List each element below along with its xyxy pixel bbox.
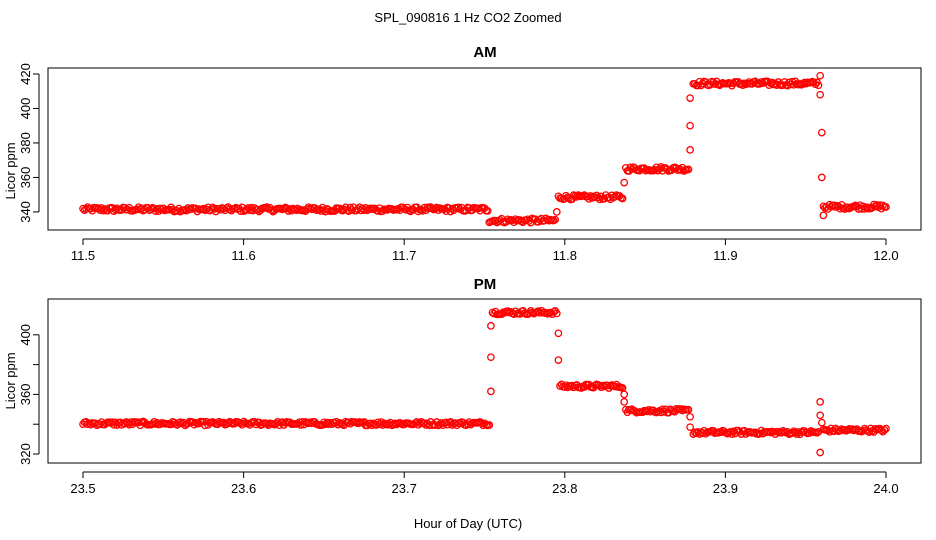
figure-title: SPL_090816 1 Hz CO2 Zoomed: [374, 10, 561, 25]
pm-x-tick-label: 23.7: [392, 481, 417, 496]
pm-data-point: [817, 418, 826, 427]
pm-panel: PM Licor ppm 23.5 23.6 23.7 23.8 23.9 24.0 320…: [3, 276, 922, 496]
pm-data-point: [552, 309, 561, 318]
pm-data-point: [686, 412, 694, 421]
am-panel: AM Licor ppm 11.5 11.6 11.7 11.8 11.9 12.0 340…: [3, 44, 922, 263]
am-y-tick-label: 420: [18, 63, 33, 85]
am-data-point: [618, 194, 627, 203]
am-data-point: [99, 206, 107, 215]
pm-data-point: [487, 353, 495, 362]
pm-data-point: [816, 411, 825, 420]
am-data-point: [819, 211, 828, 220]
pm-data-point: [686, 423, 694, 432]
pm-y-tick-label: 320: [18, 443, 33, 465]
pm-x-tick-label: 23.6: [231, 481, 256, 496]
am-data-point: [816, 71, 825, 80]
am-data-point: [709, 78, 718, 87]
pm-data-point: [368, 421, 376, 430]
pm-x-tick-label: 24.0: [873, 481, 898, 496]
am-y-tick-label: 400: [18, 98, 33, 120]
pm-x-tick-label: 23.9: [713, 481, 738, 496]
am-plot-frame: [47, 67, 922, 231]
pm-data-points: [79, 306, 890, 457]
am-y-axis-label: Licor ppm: [3, 142, 18, 199]
am-data-point: [817, 173, 826, 182]
pm-data-point: [816, 398, 825, 406]
figure-x-label: Hour of Day (UTC): [414, 516, 522, 531]
pm-y-tick-label: 360: [18, 384, 33, 406]
am-data-point: [694, 81, 702, 90]
am-data-point: [738, 81, 747, 89]
pm-data-point: [487, 322, 495, 330]
pm-data-point: [813, 428, 821, 437]
am-data-point: [686, 146, 694, 154]
am-data-point: [483, 207, 492, 215]
am-x-tick-label: 11.8: [553, 248, 577, 263]
pm-data-point: [880, 426, 889, 434]
am-data-point: [817, 128, 826, 137]
am-data-point: [816, 90, 825, 99]
am-y-tick-label: 340: [18, 201, 33, 223]
am-data-point: [882, 203, 890, 211]
am-data-point: [686, 94, 694, 102]
pm-data-point: [485, 421, 494, 429]
pm-x-tick-label: 23.8: [552, 481, 577, 496]
am-data-point: [626, 163, 635, 172]
pm-plot-frame: [47, 298, 922, 464]
pm-panel-title: PM: [474, 276, 497, 293]
am-data-point: [686, 121, 694, 130]
pm-data-point: [620, 398, 629, 406]
pm-y-axis-label: Licor ppm: [3, 352, 18, 409]
am-x-tick-label: 12.0: [873, 248, 898, 263]
pm-data-point: [554, 356, 563, 364]
am-y-tick-label: 380: [18, 132, 33, 154]
pm-data-point: [620, 390, 629, 399]
pm-data-point: [877, 426, 886, 435]
am-data-points: [79, 71, 890, 227]
pm-data-point: [487, 387, 495, 396]
am-x-tick-label: 11.9: [713, 248, 737, 263]
am-data-point: [684, 165, 693, 174]
am-panel-title: AM: [473, 44, 496, 61]
am-y-tick-label: 360: [18, 167, 33, 189]
am-x-tick-label: 11.6: [231, 248, 255, 263]
pm-data-point: [684, 405, 693, 414]
pm-data-point: [554, 329, 563, 338]
am-data-point: [620, 178, 629, 187]
pm-x-tick-label: 23.5: [70, 481, 95, 496]
am-data-point: [830, 201, 838, 210]
am-data-point: [503, 215, 512, 224]
pm-data-point: [882, 424, 890, 433]
am-data-point: [551, 215, 560, 224]
am-data-point: [552, 208, 561, 216]
pm-y-tick-label: 400: [18, 324, 33, 346]
pm-data-point: [816, 448, 825, 457]
am-x-tick-label: 11.5: [71, 248, 95, 263]
am-data-point: [814, 81, 823, 90]
am-x-tick-label: 11.7: [392, 248, 416, 263]
